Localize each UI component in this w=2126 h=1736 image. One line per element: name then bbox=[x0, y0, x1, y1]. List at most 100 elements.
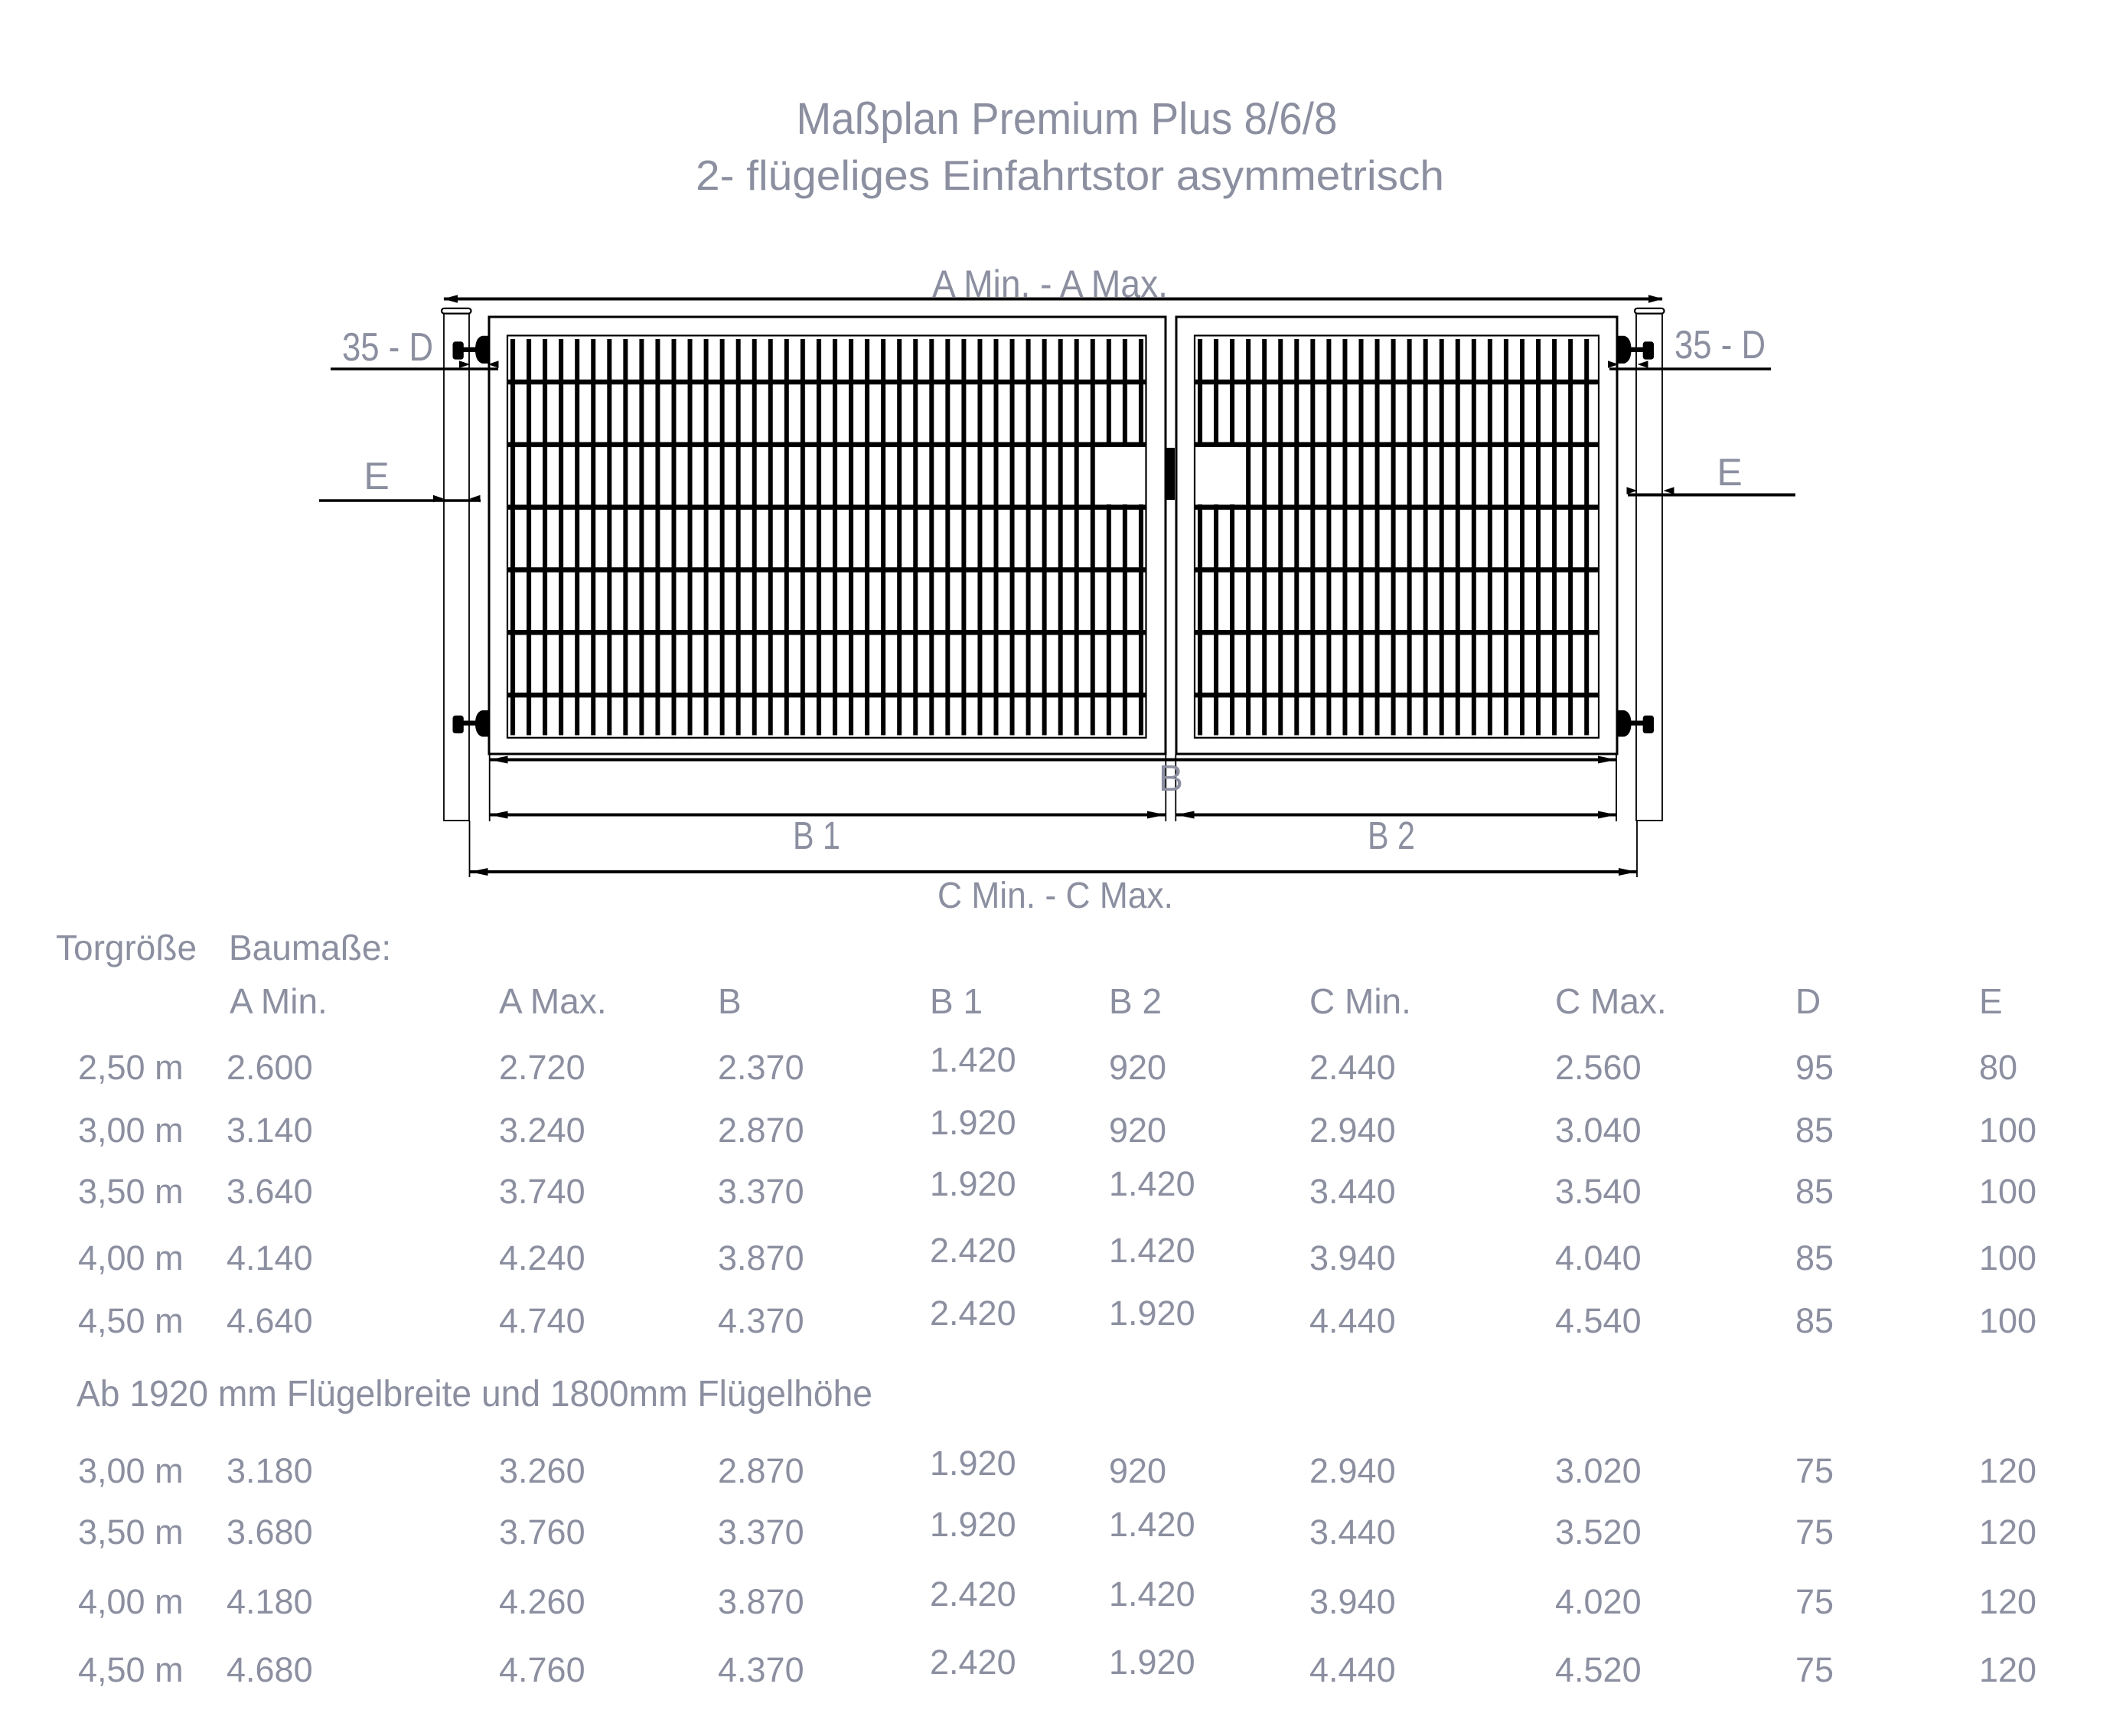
svg-text:4,50 m: 4,50 m bbox=[78, 1650, 184, 1689]
svg-text:3.680: 3.680 bbox=[227, 1512, 313, 1552]
svg-text:3.760: 3.760 bbox=[499, 1512, 585, 1552]
svg-text:3.040: 3.040 bbox=[1555, 1111, 1642, 1150]
svg-text:3,50 m: 3,50 m bbox=[78, 1172, 184, 1211]
svg-text:4.640: 4.640 bbox=[227, 1301, 313, 1340]
svg-text:4.040: 4.040 bbox=[1555, 1238, 1642, 1278]
svg-text:1.920: 1.920 bbox=[930, 1444, 1016, 1483]
svg-text:920: 920 bbox=[1109, 1451, 1166, 1490]
svg-text:1.420: 1.420 bbox=[1109, 1231, 1195, 1270]
svg-text:2.720: 2.720 bbox=[499, 1048, 585, 1087]
svg-text:2.870: 2.870 bbox=[718, 1111, 804, 1150]
svg-text:4.370: 4.370 bbox=[718, 1650, 804, 1689]
svg-text:B 2: B 2 bbox=[1109, 981, 1162, 1021]
svg-text:4.440: 4.440 bbox=[1309, 1301, 1396, 1340]
svg-text:3,00 m: 3,00 m bbox=[78, 1111, 184, 1150]
svg-text:85: 85 bbox=[1795, 1238, 1834, 1278]
svg-text:1.420: 1.420 bbox=[1109, 1574, 1195, 1614]
svg-text:1.920: 1.920 bbox=[1109, 1294, 1195, 1333]
svg-text:35 - D: 35 - D bbox=[1674, 323, 1766, 367]
svg-text:B: B bbox=[1159, 759, 1183, 799]
svg-text:A Max.: A Max. bbox=[499, 981, 607, 1021]
svg-text:4.140: 4.140 bbox=[227, 1238, 313, 1278]
svg-text:A Min.: A Min. bbox=[230, 981, 328, 1021]
svg-text:Torgröße: Torgröße bbox=[56, 928, 197, 968]
svg-text:4.760: 4.760 bbox=[499, 1650, 585, 1689]
svg-text:E: E bbox=[1717, 451, 1742, 494]
svg-text:3.180: 3.180 bbox=[227, 1451, 313, 1490]
svg-text:3,00 m: 3,00 m bbox=[78, 1451, 184, 1490]
svg-text:4.680: 4.680 bbox=[227, 1650, 313, 1689]
svg-text:4,00 m: 4,00 m bbox=[78, 1238, 184, 1278]
svg-text:Ab 1920 mm Flügelbreite und 18: Ab 1920 mm Flügelbreite und 1800mm Flüge… bbox=[77, 1374, 872, 1415]
svg-text:35 - D: 35 - D bbox=[342, 325, 433, 370]
svg-text:1.920: 1.920 bbox=[930, 1164, 1016, 1203]
svg-text:85: 85 bbox=[1795, 1301, 1834, 1340]
svg-text:D: D bbox=[1795, 981, 1821, 1021]
svg-text:100: 100 bbox=[1979, 1301, 2036, 1340]
svg-text:2,50 m: 2,50 m bbox=[78, 1048, 184, 1087]
svg-text:3.540: 3.540 bbox=[1555, 1172, 1642, 1211]
svg-text:4.020: 4.020 bbox=[1555, 1582, 1642, 1621]
svg-text:2.370: 2.370 bbox=[718, 1048, 804, 1087]
svg-text:4.520: 4.520 bbox=[1555, 1650, 1642, 1689]
svg-text:1.420: 1.420 bbox=[930, 1040, 1016, 1079]
svg-text:C Min.: C Min. bbox=[1309, 981, 1411, 1021]
svg-text:4,00 m: 4,00 m bbox=[78, 1582, 184, 1621]
svg-text:80: 80 bbox=[1979, 1048, 2017, 1087]
svg-text:100: 100 bbox=[1979, 1172, 2036, 1211]
svg-text:100: 100 bbox=[1979, 1111, 2036, 1150]
svg-text:3.440: 3.440 bbox=[1309, 1172, 1396, 1211]
svg-text:3.260: 3.260 bbox=[499, 1451, 585, 1490]
svg-text:920: 920 bbox=[1109, 1048, 1166, 1087]
svg-text:2.420: 2.420 bbox=[930, 1574, 1016, 1614]
svg-text:3.240: 3.240 bbox=[499, 1111, 585, 1150]
svg-text:2.940: 2.940 bbox=[1309, 1451, 1396, 1490]
svg-text:85: 85 bbox=[1795, 1111, 1834, 1150]
svg-text:2.870: 2.870 bbox=[718, 1451, 804, 1490]
svg-text:3.870: 3.870 bbox=[718, 1582, 804, 1621]
svg-text:75: 75 bbox=[1795, 1650, 1834, 1689]
svg-text:3.370: 3.370 bbox=[718, 1172, 804, 1211]
svg-text:75: 75 bbox=[1795, 1512, 1834, 1552]
svg-text:4.240: 4.240 bbox=[499, 1238, 585, 1278]
svg-text:1.420: 1.420 bbox=[1109, 1164, 1195, 1203]
svg-text:3.640: 3.640 bbox=[227, 1172, 313, 1211]
svg-text:1.920: 1.920 bbox=[930, 1505, 1016, 1544]
svg-text:2.420: 2.420 bbox=[930, 1294, 1016, 1333]
svg-text:3.440: 3.440 bbox=[1309, 1512, 1396, 1552]
svg-text:A Min. - A Max.: A Min. - A Max. bbox=[932, 263, 1168, 305]
svg-text:1.920: 1.920 bbox=[1109, 1643, 1195, 1682]
svg-text:B: B bbox=[718, 981, 742, 1021]
svg-text:2.420: 2.420 bbox=[930, 1231, 1016, 1270]
svg-text:75: 75 bbox=[1795, 1451, 1834, 1490]
svg-text:4.540: 4.540 bbox=[1555, 1301, 1642, 1340]
svg-text:2.440: 2.440 bbox=[1309, 1048, 1396, 1087]
svg-text:2.940: 2.940 bbox=[1309, 1111, 1396, 1150]
svg-text:120: 120 bbox=[1979, 1582, 2036, 1621]
svg-text:120: 120 bbox=[1979, 1650, 2036, 1689]
svg-text:3.940: 3.940 bbox=[1309, 1582, 1396, 1621]
svg-text:1.920: 1.920 bbox=[930, 1103, 1016, 1142]
svg-text:2- flügeliges Einfahrtstor asy: 2- flügeliges Einfahrtstor asymmetrisch bbox=[696, 152, 1444, 199]
svg-text:75: 75 bbox=[1795, 1582, 1834, 1621]
svg-text:Baumaße:: Baumaße: bbox=[229, 928, 391, 968]
svg-text:4.180: 4.180 bbox=[227, 1582, 313, 1621]
svg-text:120: 120 bbox=[1979, 1451, 2036, 1490]
svg-text:100: 100 bbox=[1979, 1238, 2036, 1278]
svg-text:85: 85 bbox=[1795, 1172, 1834, 1211]
svg-text:4.440: 4.440 bbox=[1309, 1650, 1396, 1689]
svg-text:3.740: 3.740 bbox=[499, 1172, 585, 1211]
svg-text:E: E bbox=[1979, 981, 2003, 1021]
svg-text:3,50 m: 3,50 m bbox=[78, 1512, 184, 1552]
svg-text:B 2: B 2 bbox=[1368, 814, 1415, 857]
svg-text:2.600: 2.600 bbox=[227, 1048, 313, 1087]
svg-text:B 1: B 1 bbox=[930, 981, 983, 1021]
svg-text:3.020: 3.020 bbox=[1555, 1451, 1642, 1490]
svg-text:C Min. - C Max.: C Min. - C Max. bbox=[937, 876, 1173, 916]
svg-text:3.370: 3.370 bbox=[718, 1512, 804, 1552]
svg-text:4.740: 4.740 bbox=[499, 1301, 585, 1340]
svg-text:3.140: 3.140 bbox=[227, 1111, 313, 1150]
svg-text:3.520: 3.520 bbox=[1555, 1512, 1642, 1552]
svg-text:120: 120 bbox=[1979, 1512, 2036, 1552]
svg-text:3.940: 3.940 bbox=[1309, 1238, 1396, 1278]
